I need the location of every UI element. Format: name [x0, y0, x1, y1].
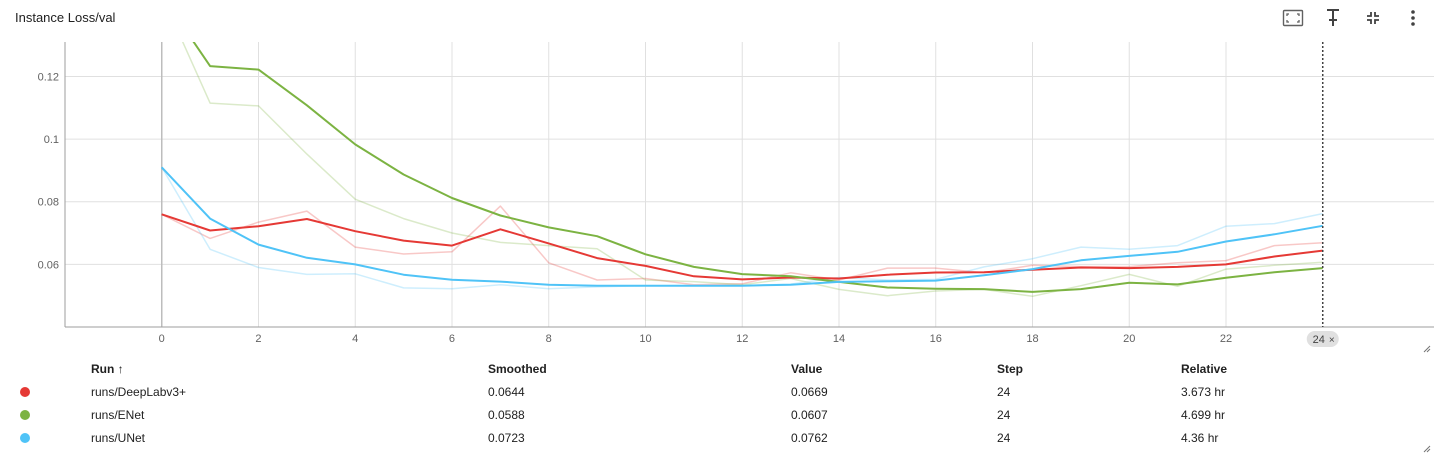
x-tick-label: 10	[639, 333, 651, 345]
y-tick-label: 0.1	[44, 134, 59, 146]
header-step[interactable]: Step	[997, 362, 1024, 376]
table-row: runs/UNet 0.0723 0.0762 24 4.36 hr	[0, 427, 1437, 449]
run-relative: 4.699 hr	[1181, 408, 1226, 422]
header-relative[interactable]: Relative	[1181, 362, 1228, 376]
smoothed-series-line	[160, 166, 1323, 287]
run-name: runs/DeepLabv3+	[91, 385, 187, 399]
table-row: runs/ENet 0.0588 0.0607 24 4.699 hr	[0, 404, 1437, 426]
table-header: Run ↑ Smoothed Value Step Relative	[0, 358, 1437, 380]
step-cursor-label: 24	[1313, 334, 1325, 346]
x-tick-label: 6	[449, 333, 455, 345]
run-smoothed: 0.0588	[488, 408, 525, 422]
run-relative: 4.36 hr	[1181, 431, 1219, 445]
run-color-dot	[20, 410, 30, 420]
run-relative: 3.673 hr	[1181, 385, 1226, 399]
x-tick-label: 4	[352, 333, 358, 345]
table-row: runs/DeepLabv3+ 0.0644 0.0669 24 3.673 h…	[0, 381, 1437, 403]
raw-series-line	[161, 205, 1323, 286]
more-vert-icon[interactable]	[1395, 6, 1431, 30]
x-tick-label: 18	[1026, 333, 1038, 345]
run-smoothed: 0.0644	[488, 385, 525, 399]
x-tick-label: 2	[255, 333, 261, 345]
x-tick-label: 14	[833, 333, 845, 345]
fit-domain-icon[interactable]	[1275, 6, 1311, 30]
x-tick-label: 20	[1123, 333, 1135, 345]
x-tick-label: 12	[736, 333, 748, 345]
x-tick-label: 16	[930, 333, 942, 345]
header-smoothed[interactable]: Smoothed	[488, 362, 547, 376]
smoothed-series-line	[161, 213, 1323, 281]
run-color-dot	[20, 433, 30, 443]
run-name: runs/ENet	[91, 408, 145, 422]
run-name: runs/UNet	[91, 431, 146, 445]
collapse-icon[interactable]	[1355, 6, 1391, 30]
run-step: 24	[997, 431, 1011, 445]
resize-handle-icon[interactable]	[1421, 443, 1431, 453]
step-cursor-close-icon[interactable]: ×	[1329, 335, 1335, 346]
pin-icon[interactable]	[1315, 6, 1351, 30]
header-run[interactable]: Run ↑	[91, 362, 124, 376]
run-value: 0.0669	[791, 385, 828, 399]
axes: 0.060.080.10.120 2 4 6 8 10 12 14 16 18 20 22	[38, 42, 1434, 345]
run-color-dot	[20, 387, 30, 397]
y-tick-label: 0.06	[38, 259, 59, 271]
card-toolbar	[1275, 6, 1431, 30]
x-tick-label: 22	[1220, 333, 1232, 345]
run-step: 24	[997, 385, 1011, 399]
smoothed-series-line	[192, 42, 1323, 293]
x-tick-label: 8	[546, 333, 552, 345]
line-chart[interactable]: 0.060.080.10.120 2 4 6 8 10 12 14 16 18 20 22 24 ×	[0, 0, 1437, 350]
step-cursor-chip	[1306, 331, 1339, 347]
run-value: 0.0607	[791, 408, 828, 422]
card-title: Instance Loss/val	[15, 10, 116, 25]
run-value: 0.0762	[791, 431, 828, 445]
series-layer	[160, 42, 1323, 298]
header-value[interactable]: Value	[791, 362, 823, 376]
y-tick-label: 0.12	[38, 71, 59, 83]
run-smoothed: 0.0723	[488, 431, 525, 445]
resize-handle-icon[interactable]	[1421, 343, 1431, 353]
run-step: 24	[997, 408, 1011, 422]
x-tick-label: 0	[159, 333, 165, 345]
step-cursor: 24 ×	[1306, 42, 1339, 347]
y-tick-label: 0.08	[38, 197, 59, 209]
